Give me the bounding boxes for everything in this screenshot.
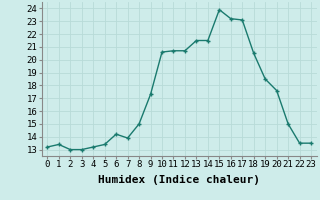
X-axis label: Humidex (Indice chaleur): Humidex (Indice chaleur) <box>98 175 260 185</box>
